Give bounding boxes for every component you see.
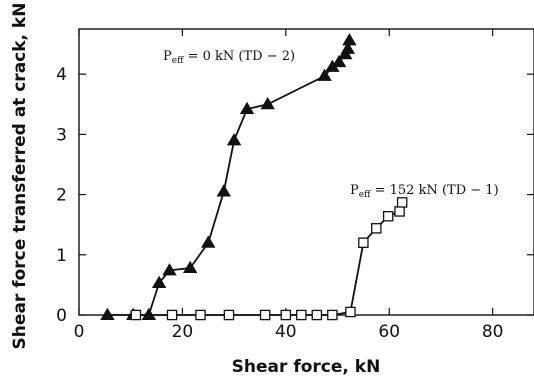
y-tick-label-1: 1 (56, 246, 67, 266)
series-2-point-3 (223, 309, 235, 321)
series-2-point-6 (296, 309, 307, 321)
plot-frame (78, 28, 534, 316)
series-1-point-16 (342, 33, 357, 46)
series-1-line (107, 40, 351, 316)
y-tick-label-3: 3 (56, 125, 67, 145)
y-tick-label-2: 2 (56, 186, 67, 206)
series-2-label: Peff = 152 kN (TD − 1) (350, 183, 499, 200)
x-tick-label-1: 20 (172, 322, 194, 342)
series-1 (100, 33, 357, 320)
series-2-point-5 (280, 309, 292, 321)
series-2-point-13 (394, 206, 405, 217)
series-1-point-8 (226, 133, 242, 146)
series-1-point-5 (182, 260, 198, 273)
series-layer (100, 33, 408, 321)
y-axis-title: Shear force transferred at crack, kN (10, 3, 30, 350)
series-1-point-10 (260, 96, 275, 110)
series-1-label: Peff = 0 kN (TD − 2) (163, 49, 295, 66)
series-2-point-10 (358, 237, 369, 248)
x-tick-label-0: 0 (74, 322, 85, 342)
axis-tick-labels: 0 20 40 60 80 0 1 2 3 4 (56, 65, 503, 342)
series-2-point-7 (311, 309, 323, 321)
series-2-point-2 (195, 309, 206, 321)
series-1-point-4 (162, 263, 177, 276)
series-2-point-9 (345, 306, 356, 318)
series-1-point-15 (340, 41, 356, 54)
x-tick-label-2: 40 (275, 322, 297, 342)
x-tick-label-3: 60 (378, 322, 400, 342)
x-axis-title: Shear force, kN (232, 357, 381, 377)
series-1-point-6 (201, 235, 216, 248)
series-2-point-0 (130, 309, 142, 321)
series-2-point-1 (166, 309, 178, 321)
series-1-point-2 (141, 307, 157, 320)
series-1-point-3 (151, 275, 167, 289)
series-1-point-13 (331, 54, 347, 68)
series-2-point-8 (327, 309, 338, 321)
series-annotations: Peff = 0 kN (TD − 2) Peff = 152 kN (TD − … (163, 49, 499, 200)
series-2-point-14 (396, 197, 408, 208)
series-2-point-4 (259, 309, 271, 321)
series-1-point-11 (317, 68, 332, 81)
series-1-point-7 (216, 184, 231, 197)
series-1-point-9 (239, 101, 255, 115)
series-2-point-12 (382, 211, 394, 222)
axis-ticks (78, 29, 534, 316)
y-tick-label-0: 0 (56, 306, 67, 326)
series-2 (130, 197, 408, 321)
series-2-point-11 (371, 223, 382, 234)
series-2-line (135, 202, 404, 316)
y-tick-label-4: 4 (56, 65, 67, 85)
series-1-point-0 (100, 307, 115, 320)
x-tick-label-4: 80 (482, 322, 504, 342)
